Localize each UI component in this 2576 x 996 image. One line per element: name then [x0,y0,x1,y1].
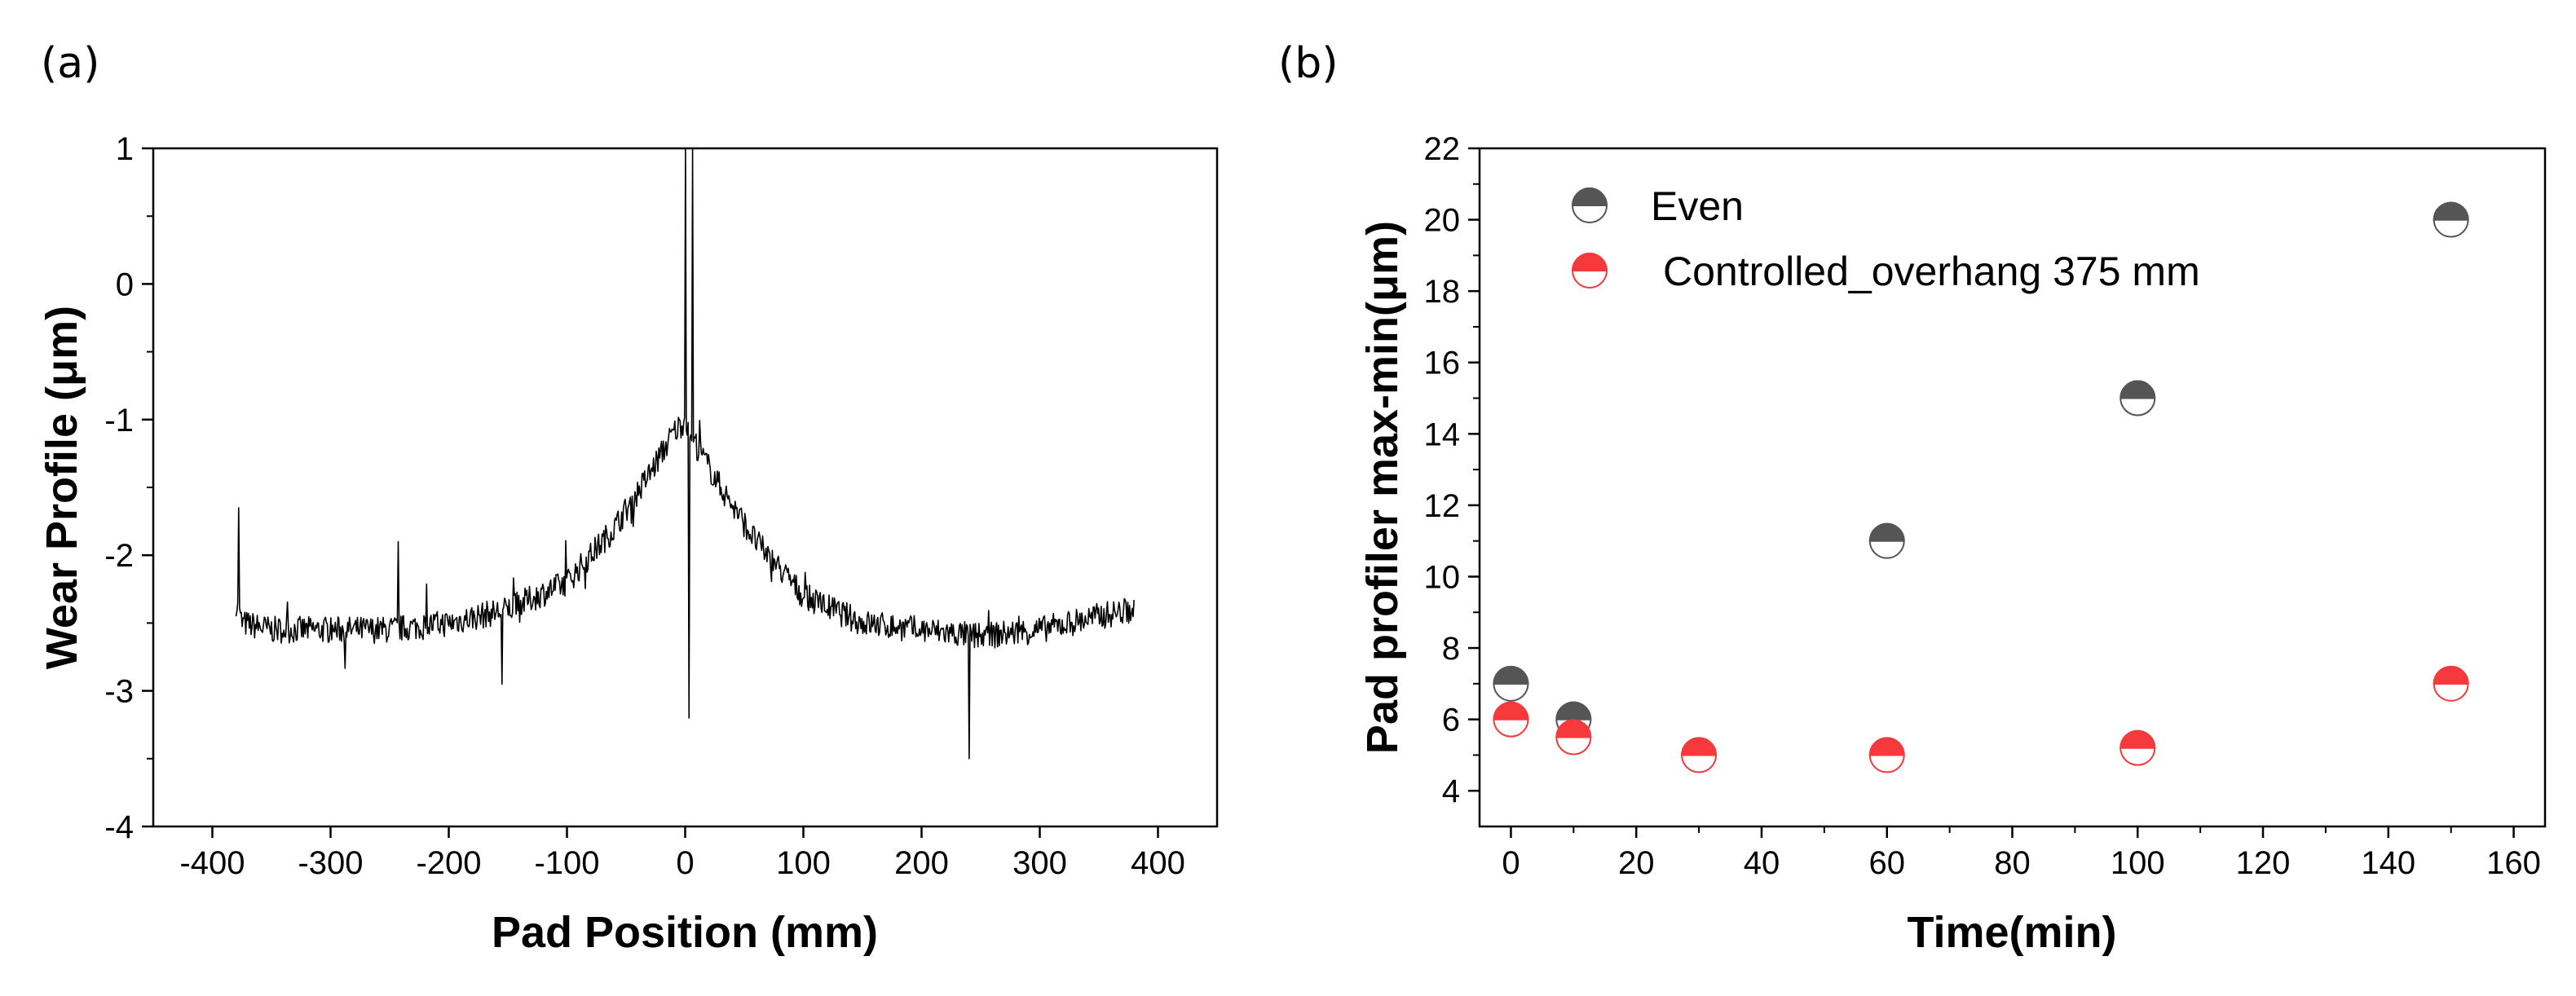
panel-b-x-axis-title: Time(min) [1907,908,2116,957]
legend-label-even: Even [1651,183,1744,229]
data-point [1555,719,1592,756]
panel-b-y-axis-title: Pad profiler max-min(μm) [1358,221,1407,754]
panel-a-wear-profile-chart: (a) -400 -300 -200 -100 0 100 200 300 400 -4 -3 -2… [37,39,1219,957]
y-tick-label: -4 [104,809,134,845]
x-tick-label: -100 [534,845,599,881]
y-tick-label: 14 [1424,416,1461,452]
x-tick-label: 200 [894,845,949,881]
data-point [1493,665,1529,702]
y-tick-label: 0 [116,267,134,302]
legend-item-controlled-overhang: Controlled_overhang 375 mm [1571,249,2200,294]
x-tick-label: -400 [179,845,245,881]
y-tick-label: 10 [1424,559,1461,595]
panel-b-series [1493,201,2469,773]
y-tick-label: 20 [1424,203,1461,239]
x-tick-label: 40 [1744,845,1780,881]
y-tick-label: 16 [1424,346,1461,381]
y-tick-label: 8 [1442,631,1460,667]
x-tick-label: 0 [1502,845,1520,881]
legend-label-controlled-overhang: Controlled_overhang 375 mm [1663,249,2200,294]
x-tick-label: -200 [416,845,481,881]
legend-marker-controlled-overhang [1571,253,1608,289]
panel-b-x-ticks: 0 20 40 60 80 100 120 140 160 [1502,826,2541,881]
x-tick-label: 20 [1618,845,1655,881]
data-point [1681,737,1718,773]
data-point [1868,522,1905,559]
y-tick-label: 1 [116,131,134,167]
x-tick-label: 80 [1994,845,2031,881]
panel-a-series [235,148,1135,760]
x-tick-label: 100 [2111,845,2165,881]
y-tick-label: -1 [104,403,134,439]
panel-b-pad-profiler-chart: (b) 0 20 40 60 80 100 120 140 160 4 6 8 10 12 14 16 18 2… [1278,39,2547,957]
wear-profile-line [235,148,1135,760]
panel-a-x-axis-title: Pad Position (mm) [492,908,878,957]
x-tick-label: -300 [298,845,363,881]
data-point [2433,201,2469,238]
series-controlled-overhang [1493,665,2469,773]
panel-a-y-axis-title: Wear Profile (μm) [37,306,86,669]
x-tick-label: 120 [2236,845,2291,881]
legend-symbol [1571,187,1608,223]
y-tick-label: 22 [1424,131,1461,167]
x-tick-label: 60 [1868,845,1905,881]
x-tick-label: 160 [2486,845,2541,881]
legend-item-even: Even [1571,183,1744,229]
panel-a-x-ticks: -400 -300 -200 -100 0 100 200 300 400 [179,826,1185,881]
data-point [1493,701,1529,738]
y-tick-label: 18 [1424,274,1461,310]
x-tick-label: 100 [776,845,831,881]
panel-a-y-ticks: -4 -3 -2 -1 0 1 [104,131,153,845]
data-point [2433,665,2469,702]
legend-symbol [1571,253,1608,289]
y-tick-label: 6 [1442,703,1460,738]
x-tick-label: 400 [1131,845,1185,881]
panel-b-label: (b) [1278,39,1339,88]
y-tick-label: -3 [104,674,134,710]
data-point [2119,380,2156,416]
y-tick-label: -2 [104,538,134,574]
data-point [2119,729,2156,766]
panel-a-label: (a) [41,39,99,88]
x-tick-label: 300 [1012,845,1067,881]
legend-marker-even [1571,187,1608,223]
y-tick-label: 12 [1424,488,1461,524]
y-tick-label: 4 [1442,773,1460,809]
panel-b-y-ticks: 4 6 8 10 12 14 16 18 20 22 [1424,131,1480,809]
panel-b-legend: Even Controlled_overhang 375 mm [1571,183,2200,294]
data-point [1868,737,1905,773]
x-tick-label: 0 [676,845,694,881]
x-tick-label: 140 [2361,845,2415,881]
